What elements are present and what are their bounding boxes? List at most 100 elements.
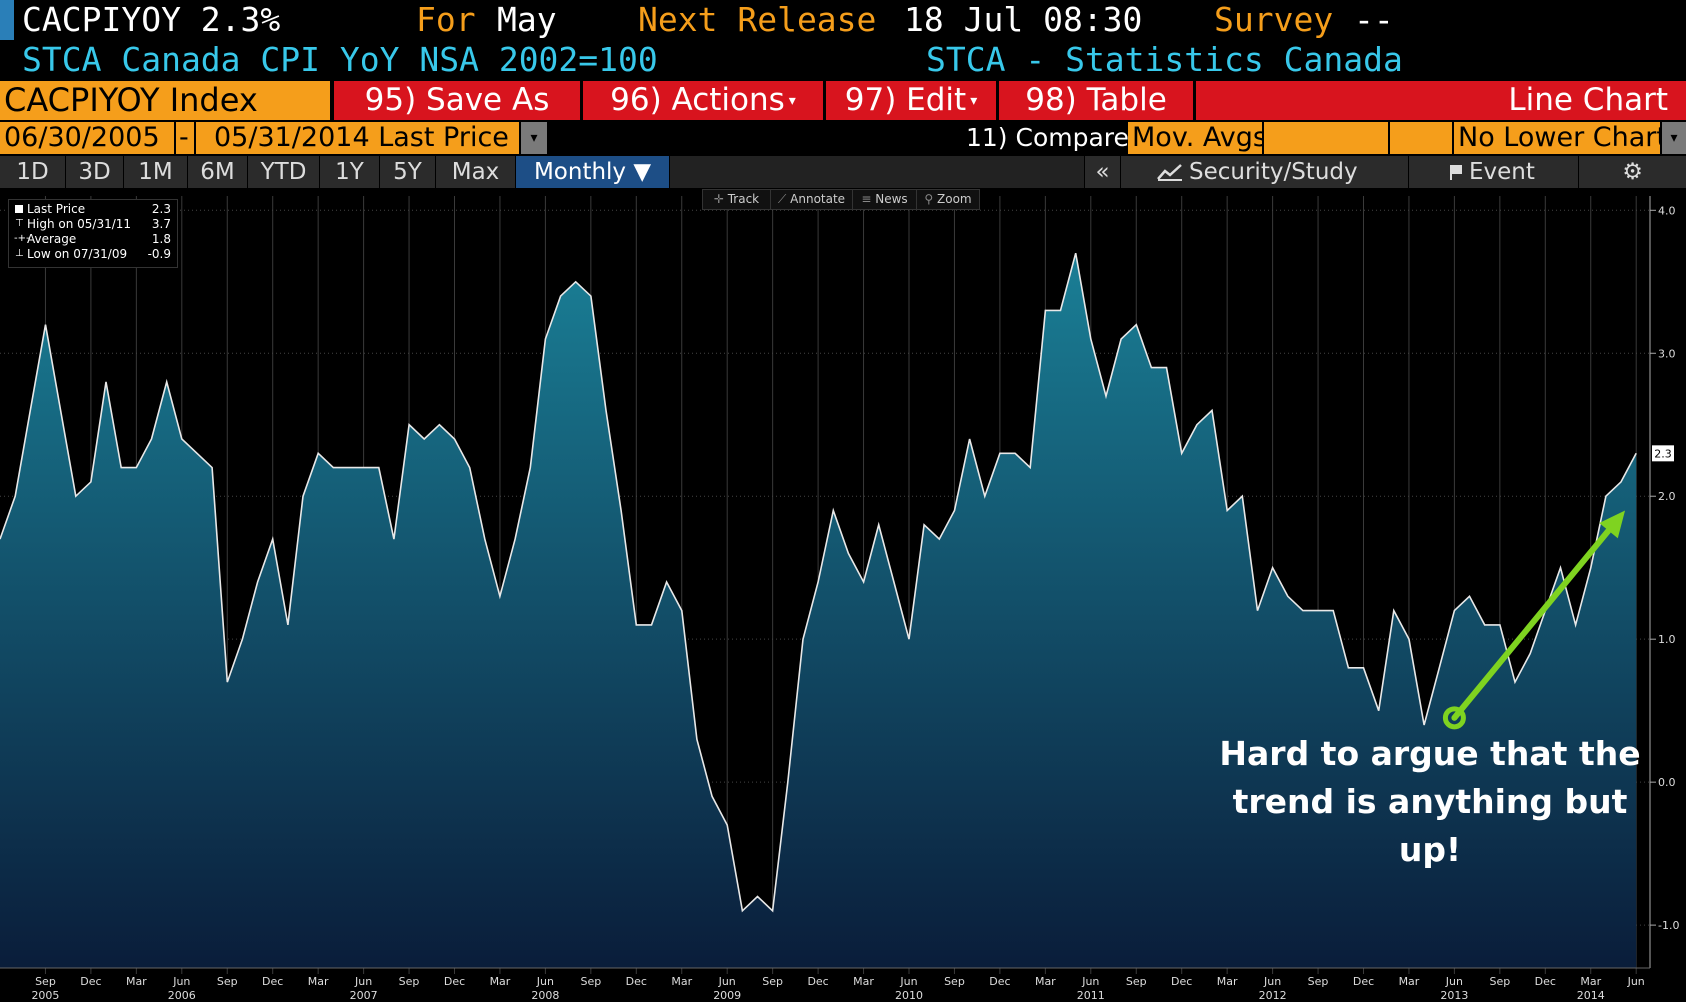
- x-tick-label: Mar: [308, 975, 329, 988]
- low-marker-icon: ⊥: [15, 248, 24, 259]
- x-tick-label: Dec: [444, 975, 465, 988]
- chart-annotation-text: Hard to argue that the trend is anything…: [1219, 734, 1641, 869]
- event-button[interactable]: Event: [1408, 156, 1578, 188]
- x-tick-label: Sep: [1308, 975, 1329, 988]
- x-year-label: 2007: [350, 989, 378, 1002]
- range-3d[interactable]: 3D: [66, 156, 124, 188]
- end-date: 05/31/2014: [214, 122, 370, 153]
- blank-field-1[interactable]: [1264, 122, 1388, 154]
- blank-field-2[interactable]: [1390, 122, 1452, 154]
- period-selector[interactable]: Monthly ▼: [516, 156, 670, 188]
- x-tick-label: Sep: [580, 975, 601, 988]
- edit-menu[interactable]: 97) Edit ▾: [826, 81, 996, 120]
- range-ytd[interactable]: YTD: [248, 156, 320, 188]
- for-label: For: [416, 0, 476, 39]
- news-tool[interactable]: ≡ News: [853, 190, 917, 209]
- collapse-icon[interactable]: «: [1084, 156, 1120, 188]
- actions-label: 96) Actions: [610, 82, 785, 118]
- range-1d[interactable]: 1D: [0, 156, 66, 188]
- range-5y[interactable]: 5Y: [380, 156, 436, 188]
- x-tick-label: Jun: [1627, 975, 1645, 988]
- x-tick-label: Mar: [671, 975, 692, 988]
- last-value-label: 2.3: [1654, 447, 1672, 460]
- x-tick-label: Sep: [1489, 975, 1510, 988]
- x-tick-label: Mar: [126, 975, 147, 988]
- release-label: Next Release: [638, 0, 877, 39]
- settings-gear-icon[interactable]: ⚙: [1578, 156, 1686, 188]
- title-accent-bar: [0, 0, 14, 40]
- legend-average-label: Average: [27, 232, 77, 246]
- x-tick-label: Jun: [354, 975, 372, 988]
- y-tick-label: 3.0: [1658, 347, 1676, 360]
- cpi-area-fill: [0, 253, 1637, 968]
- save-as-button[interactable]: 95) Save As: [334, 81, 580, 120]
- x-year-label: 2005: [31, 989, 59, 1002]
- zoom-tool[interactable]: ⚲ Zoom: [917, 190, 979, 209]
- data-source: STCA - Statistics Canada: [926, 40, 1403, 79]
- edit-caret-icon: ▾: [970, 93, 978, 109]
- start-date-field[interactable]: 06/30/2005: [0, 122, 174, 154]
- date-range-bar: 06/30/2005 - 05/31/2014 Last Price ▾ 11)…: [0, 122, 1686, 156]
- track-tool[interactable]: ✛ Track: [703, 190, 771, 209]
- end-date-field[interactable]: 05/31/2014 Last Price: [196, 122, 519, 154]
- x-tick-label: Sep: [762, 975, 783, 988]
- x-tick-label: Dec: [80, 975, 101, 988]
- last-value-box: [1652, 445, 1674, 462]
- x-year-label: 2009: [713, 989, 741, 1002]
- trend-arrow-shaft: [1451, 527, 1612, 721]
- range-6m[interactable]: 6M: [188, 156, 248, 188]
- zoom-label: Zoom: [937, 192, 972, 206]
- x-tick-label: Jun: [899, 975, 917, 988]
- zoom-magnifier-icon: ⚲: [924, 192, 934, 206]
- date-separator: -: [176, 122, 194, 154]
- range-max[interactable]: Max: [436, 156, 516, 188]
- x-tick-label: Mar: [1217, 975, 1238, 988]
- field-dropdown-icon[interactable]: ▾: [521, 122, 547, 154]
- security-description: STCA Canada CPI YoY NSA 2002=100: [22, 40, 658, 79]
- range-bar: 1D 3D 1M 6M YTD 1Y 5Y Max Monthly ▼ « Se…: [0, 156, 1686, 188]
- y-tick-label: 4.0: [1658, 204, 1676, 217]
- index-label: CACPIYOY Index: [0, 81, 330, 120]
- subtitle-bar: STCA Canada CPI YoY NSA 2002=100 STCA - …: [0, 40, 1686, 80]
- x-year-label: 2011: [1077, 989, 1105, 1002]
- release-value: 18 Jul 08:30: [904, 0, 1143, 39]
- track-crosshair-icon: ✛: [713, 192, 724, 206]
- x-tick-label: Sep: [1126, 975, 1147, 988]
- cpi-series-line: [0, 252, 1637, 913]
- high-marker-icon: ⊤: [15, 218, 24, 229]
- x-tick-label: Dec: [1535, 975, 1556, 988]
- legend-high-label: High on 05/31/11: [27, 217, 132, 231]
- price-field: Last Price: [378, 122, 509, 153]
- range-1m[interactable]: 1M: [124, 156, 188, 188]
- chart-type-button[interactable]: Line Chart: [1196, 81, 1686, 120]
- actions-menu[interactable]: 96) Actions ▾: [583, 81, 823, 120]
- news-label: News: [875, 192, 908, 206]
- edit-label: 97) Edit: [844, 82, 967, 118]
- x-tick-label: Sep: [399, 975, 420, 988]
- lower-chart-field[interactable]: No Lower Chart: [1454, 122, 1660, 154]
- lower-chart-dropdown-icon[interactable]: ▾: [1662, 122, 1686, 154]
- study-chart-icon: [1157, 164, 1182, 181]
- mov-avgs-field[interactable]: Mov. Avgs: [1128, 122, 1262, 154]
- x-tick-label: Mar: [1580, 975, 1601, 988]
- track-label: Track: [727, 192, 760, 206]
- range-1y[interactable]: 1Y: [320, 156, 380, 188]
- chart-toolbar: ✛ Track ⟋ Annotate ≡ News ⚲ Zoom: [702, 189, 980, 210]
- annotate-label: Annotate: [790, 192, 846, 206]
- annotate-tool[interactable]: ⟋ Annotate: [771, 190, 853, 209]
- survey-value: --: [1354, 0, 1394, 39]
- last-value-marker: 2.3: [1652, 445, 1674, 462]
- x-tick-label: Jun: [536, 975, 554, 988]
- compare-button[interactable]: 11) Compare: [966, 123, 1129, 152]
- chart-legend[interactable]: Last Price 2.3 High on 05/31/11 3.7 Aver…: [8, 199, 178, 268]
- x-tick-label: Sep: [944, 975, 965, 988]
- trend-arrow-head: [1599, 510, 1626, 539]
- x-tick-label: Mar: [853, 975, 874, 988]
- legend-low-label: Low on 07/31/09: [27, 247, 128, 261]
- x-tick-label: Dec: [989, 975, 1010, 988]
- table-button[interactable]: 98) Table: [999, 81, 1193, 120]
- security-study-button[interactable]: Security/Study: [1120, 156, 1408, 188]
- title-bar: CACPIYOY 2.3% For May Next Release 18 Ju…: [0, 0, 1686, 40]
- survey-label: Survey: [1214, 0, 1334, 39]
